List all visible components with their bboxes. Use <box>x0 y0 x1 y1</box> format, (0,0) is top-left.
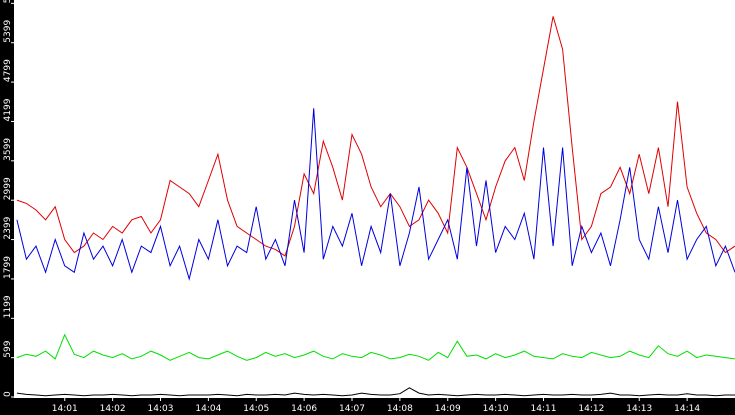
y-tick-label: 2999 <box>3 177 13 200</box>
x-tick-label: 14:10 <box>483 404 509 414</box>
x-tick-label: 14:13 <box>626 404 652 414</box>
x-tick-label: 14:07 <box>339 404 365 414</box>
x-tick-label: 14:01 <box>52 404 78 414</box>
y-tick-label: 5999 <box>3 0 13 3</box>
x-tick-label: 14:02 <box>100 404 126 414</box>
y-tick-label: 4799 <box>3 59 13 82</box>
y-tick-label: 5399 <box>3 20 13 43</box>
y-tick-label: 4199 <box>3 98 13 121</box>
x-axis-band <box>0 398 735 415</box>
series-line <box>16 16 735 257</box>
series-line <box>16 333 735 361</box>
x-tick-label: 14:09 <box>435 404 461 414</box>
series-line <box>16 387 735 397</box>
y-tick-label: 1799 <box>3 256 13 279</box>
x-tick-label: 14:14 <box>674 404 700 414</box>
y-tick-label: 0 <box>3 391 13 397</box>
y-tick-label: 2399 <box>3 216 13 239</box>
y-tick-label: 3599 <box>3 138 13 161</box>
x-tick-label: 14:04 <box>195 404 221 414</box>
x-tick-label: 14:11 <box>531 404 557 414</box>
x-tick-label: 14:06 <box>291 404 317 414</box>
x-tick-label: 14:05 <box>243 404 269 414</box>
y-axis-band <box>0 0 14 415</box>
x-tick-label: 14:12 <box>578 404 604 414</box>
y-tick-label: 599 <box>3 340 13 357</box>
x-tick-label: 14:03 <box>148 404 174 414</box>
x-tick-label: 14:08 <box>387 404 413 414</box>
y-tick-label: 1199 <box>3 295 13 318</box>
series-line <box>16 108 735 281</box>
